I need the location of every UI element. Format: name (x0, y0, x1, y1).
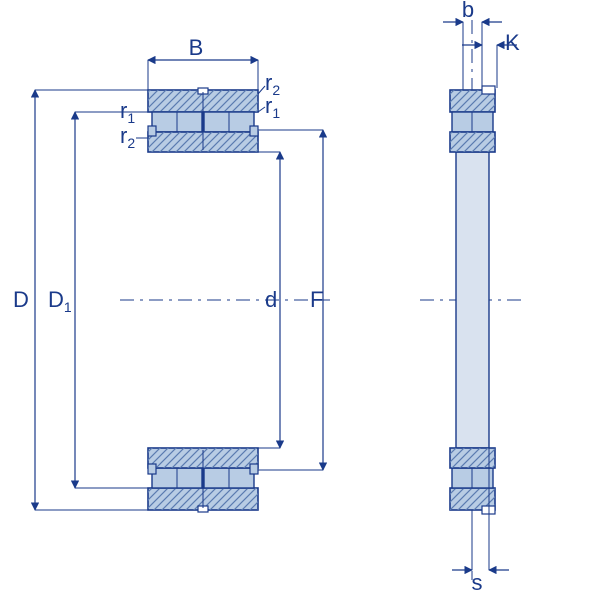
bearing-bot-left (148, 448, 258, 512)
label-K: K (505, 30, 520, 55)
bearing-top-right (450, 86, 495, 152)
dim-B: B (148, 35, 258, 90)
left-view: D D1 d F B (13, 35, 330, 512)
label-s: s (472, 570, 483, 595)
bearing-diagram: D D1 d F B (0, 0, 600, 600)
label-D1-sub: 1 (64, 299, 72, 315)
svg-text:D1: D1 (48, 287, 72, 315)
bearing-top-left (148, 88, 258, 152)
label-b: b (462, 0, 474, 22)
bearing-bot-right (450, 448, 495, 514)
label-d: d (265, 287, 277, 312)
dim-K: K (462, 30, 520, 88)
label-D: D (13, 287, 29, 312)
label-D1-main: D (48, 287, 64, 312)
shaft (456, 152, 489, 448)
label-B: B (189, 35, 204, 60)
label-F: F (310, 287, 323, 312)
right-view: b K s (420, 0, 525, 595)
svg-text:r1: r1 (120, 98, 135, 126)
dim-d: d (258, 152, 280, 448)
svg-text:r2: r2 (120, 123, 135, 151)
